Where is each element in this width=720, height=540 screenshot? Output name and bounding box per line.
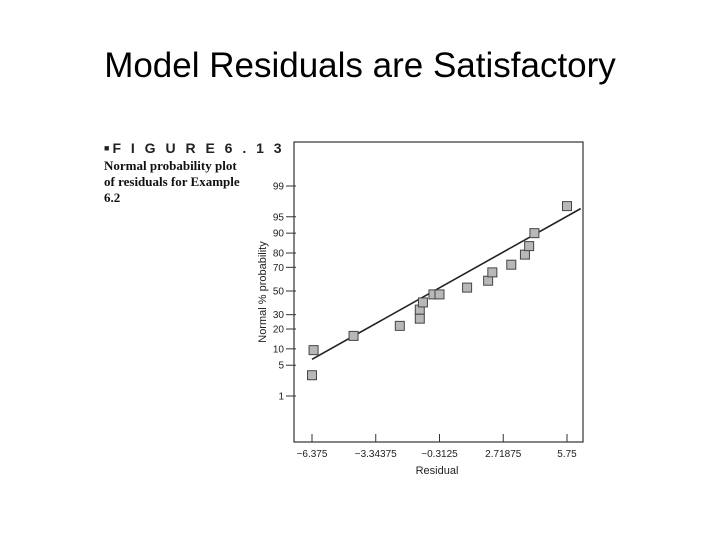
x-tick-label: −0.3125: [421, 449, 458, 460]
data-point: [529, 228, 540, 239]
figure-caption: ■ F I G U R E 6 . 1 3 Normal probability …: [104, 140, 282, 206]
data-point: [519, 249, 530, 260]
y-tick-label: 20: [273, 324, 285, 335]
x-tick-label: 2.71875: [485, 449, 522, 460]
data-point: [524, 241, 535, 252]
y-tick-label: 50: [273, 287, 285, 298]
y-tick-label: 5: [278, 361, 284, 372]
data-point: [562, 201, 572, 212]
x-axis-ticks: −6.375 −3.34375 −0.3125 2.71875 5.75: [297, 434, 577, 460]
data-point: [483, 275, 494, 286]
x-tick-label: −6.375: [297, 449, 328, 460]
x-tick-label: 5.75: [557, 449, 577, 460]
data-point: [506, 259, 517, 270]
square-bullet-icon: ■: [104, 143, 110, 153]
x-tick-label: −3.34375: [355, 449, 397, 460]
plot-frame: [293, 141, 584, 443]
caption-text: Normal probability plot of residuals for…: [104, 158, 240, 205]
data-point: [434, 289, 445, 300]
figure-label: ■ F I G U R E 6 . 1 3: [104, 140, 282, 156]
y-axis-ticks: 1 5 10 20 30 50 70 80 90 95 99: [273, 182, 296, 403]
y-tick-label: 10: [273, 344, 285, 355]
data-point: [308, 345, 319, 356]
y-tick-label: 90: [273, 229, 285, 240]
y-tick-label: 30: [273, 310, 285, 321]
y-tick-label: 99: [273, 182, 285, 193]
y-tick-label: 95: [273, 212, 285, 223]
data-point: [417, 297, 428, 308]
data-point: [487, 267, 498, 278]
slide-title: Model Residuals are Satisfactory: [104, 46, 616, 85]
y-tick-label: 1: [278, 392, 284, 403]
data-point: [307, 370, 317, 381]
data-point: [394, 320, 405, 331]
x-axis-label: Residual: [416, 465, 459, 477]
data-points: [307, 201, 572, 381]
data-point: [462, 282, 473, 293]
data-point: [348, 330, 359, 341]
figure-number: F I G U R E 6 . 1 3: [112, 140, 285, 156]
y-tick-label: 70: [273, 263, 285, 274]
data-point: [414, 313, 425, 324]
y-tick-label: 80: [273, 249, 285, 260]
y-axis-label: Normal % probability: [257, 241, 269, 343]
